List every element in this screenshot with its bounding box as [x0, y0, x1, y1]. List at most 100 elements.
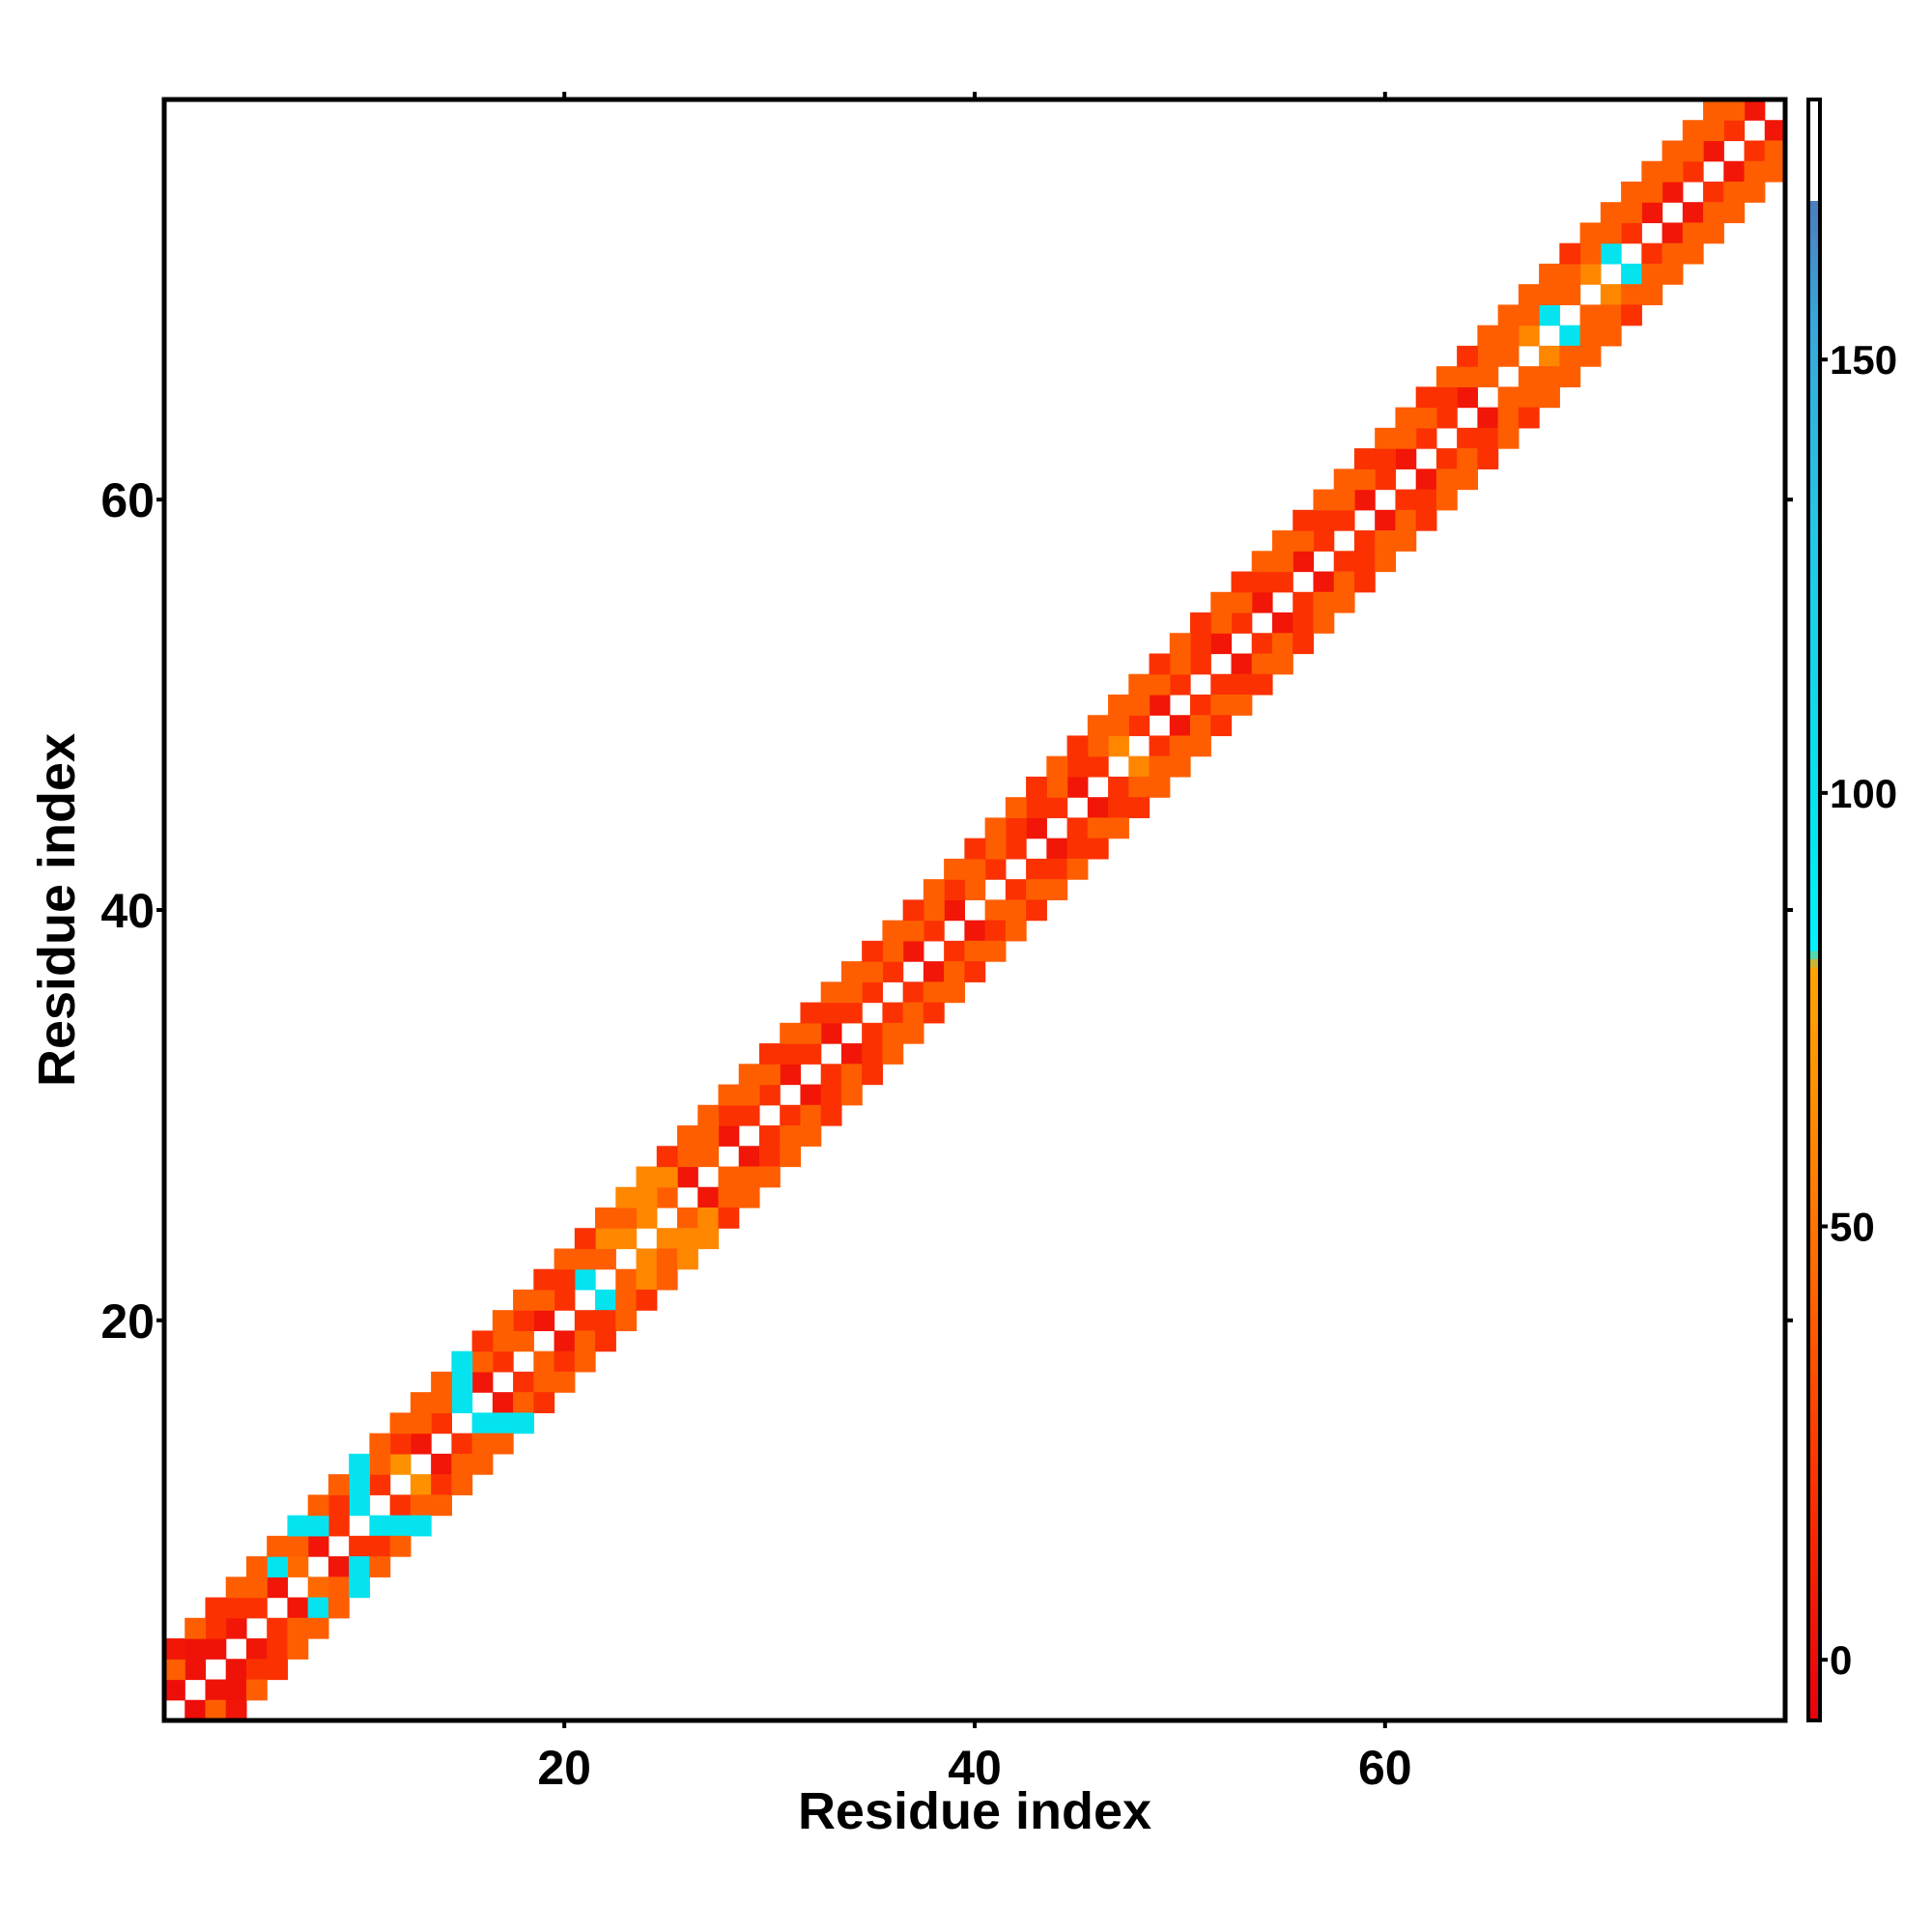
heatmap-cell: [431, 1453, 452, 1475]
heatmap-cell: [1128, 797, 1151, 819]
colorbar-segment: [1808, 877, 1820, 887]
colorbar-segment: [1808, 1688, 1820, 1697]
colorbar-segment: [1808, 285, 1820, 295]
heatmap-cell: [656, 1248, 678, 1270]
colorbar-segment: [1808, 245, 1820, 255]
heatmap-cell: [307, 1494, 329, 1517]
heatmap-cells: [164, 99, 1786, 1721]
colorbar-segment: [1808, 318, 1820, 327]
colorbar-segment: [1808, 351, 1820, 360]
heatmap-cell: [820, 1064, 842, 1086]
heatmap-cell: [349, 1453, 370, 1475]
heatmap-cell: [677, 1125, 698, 1147]
heatmap-cell: [1703, 181, 1724, 203]
heatmap-cell: [1333, 509, 1355, 531]
heatmap-cell: [185, 1638, 207, 1660]
colorbar-segment: [1808, 578, 1820, 586]
heatmap-cell: [862, 981, 884, 1004]
heatmap-cell: [882, 961, 904, 982]
y-tick-label: 20: [100, 1294, 155, 1349]
heatmap-cell: [574, 1268, 596, 1291]
heatmap-cell: [1579, 325, 1602, 347]
colorbar-segment: [1808, 229, 1820, 239]
heatmap-cell: [1744, 181, 1766, 203]
heatmap-cell: [738, 1104, 760, 1126]
heatmap-cell: [697, 1146, 720, 1168]
heatmap-cell: [1231, 591, 1253, 613]
heatmap-cell: [533, 1350, 555, 1373]
heatmap-cell: [1128, 715, 1151, 737]
heatmap-cell: [267, 1617, 289, 1639]
heatmap-cell: [389, 1412, 412, 1435]
heatmap-cell: [1353, 469, 1376, 491]
heatmap-cell: [1539, 304, 1560, 327]
heatmap-cell: [533, 1310, 555, 1332]
heatmap-cell: [820, 1022, 842, 1044]
heatmap-cell: [1600, 242, 1622, 265]
heatmap-cell: [902, 1022, 924, 1044]
heatmap-cell: [1579, 304, 1602, 327]
heatmap-cell: [1271, 530, 1293, 552]
heatmap-cell: [984, 940, 1007, 962]
heatmap-cell: [554, 1268, 576, 1291]
heatmap-cell: [1333, 551, 1355, 573]
heatmap-cell: [513, 1412, 534, 1435]
heatmap-cell: [1231, 653, 1253, 675]
heatmap-cell: [1026, 879, 1047, 900]
heatmap-cell: [944, 858, 965, 880]
heatmap-cell: [1169, 715, 1191, 737]
colorbar-segment: [1808, 1631, 1820, 1640]
colorbar-segment: [1808, 1274, 1820, 1284]
heatmap-cell: [718, 1207, 740, 1229]
heatmap-cell: [1497, 304, 1520, 327]
heatmap-cell: [1682, 140, 1704, 162]
heatmap-cell: [1087, 797, 1109, 819]
colorbar-segment: [1808, 553, 1820, 562]
heatmap-cell: [1435, 407, 1458, 429]
heatmap-cell: [923, 879, 945, 900]
heatmap-cell: [431, 1494, 452, 1517]
y-tick-label: 60: [100, 473, 155, 527]
heatmap-cell: [1477, 366, 1499, 387]
heatmap-cell: [1353, 551, 1376, 573]
heatmap-cell: [431, 1474, 452, 1495]
heatmap-cell: [1108, 694, 1129, 716]
colorbar-segment: [1808, 270, 1820, 279]
heatmap-cell: [1415, 427, 1437, 449]
colorbar-segment: [1808, 366, 1820, 376]
heatmap-cell: [349, 1556, 370, 1577]
heatmap-cell: [1313, 530, 1335, 552]
colorbar-segment: [1808, 975, 1820, 984]
colorbar-segment: [1808, 585, 1820, 595]
heatmap-cell: [1108, 797, 1129, 819]
colorbar-segment: [1808, 861, 1820, 870]
heatmap-cell: [840, 961, 863, 982]
heatmap-cell: [1415, 469, 1437, 491]
colorbar-segment: [1808, 634, 1820, 643]
heatmap-cell: [1313, 571, 1335, 593]
heatmap-cell: [410, 1515, 432, 1537]
heatmap-cell: [758, 1146, 781, 1168]
heatmap-cell: [1169, 633, 1191, 655]
colorbar-segment: [1808, 617, 1820, 627]
heatmap-cell: [410, 1433, 432, 1455]
heatmap-cell: [840, 1064, 863, 1086]
heatmap-cell: [1703, 222, 1724, 244]
colorbar-segment: [1808, 528, 1820, 538]
heatmap-cell: [882, 940, 904, 962]
colorbar-segment: [1808, 1590, 1820, 1600]
heatmap-cell: [1375, 427, 1397, 449]
heatmap-cell: [1210, 694, 1233, 716]
heatmap-cell: [1108, 735, 1129, 757]
colorbar-segment: [1808, 650, 1820, 660]
colorbar-segment: [1808, 1623, 1820, 1633]
heatmap-cell: [431, 1371, 452, 1393]
heatmap-cell: [349, 1535, 370, 1557]
heatmap-cell: [225, 1597, 247, 1619]
colorbar-segment: [1808, 1477, 1820, 1487]
heatmap-cell: [451, 1433, 473, 1455]
heatmap-cell: [1764, 120, 1786, 142]
heatmap-cell: [1128, 776, 1151, 798]
heatmap-cell: [1477, 325, 1499, 347]
heatmap-cell: [1251, 673, 1273, 696]
